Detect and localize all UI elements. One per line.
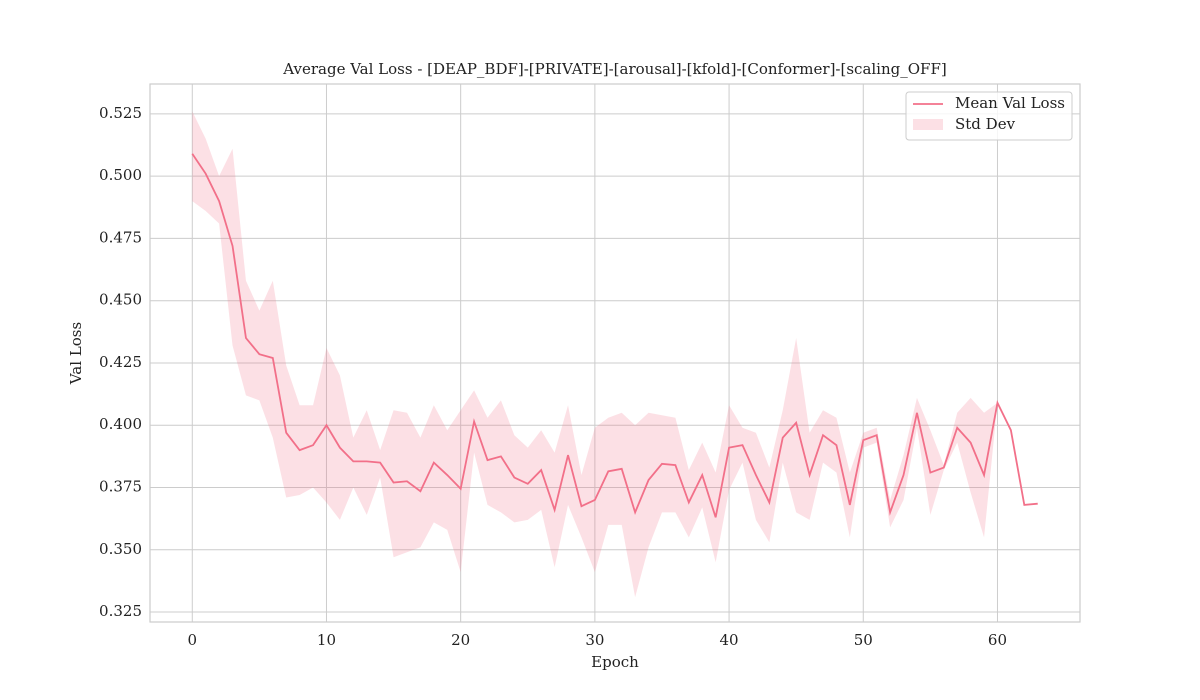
- chart-title: Average Val Loss - [DEAP_BDF]-[PRIVATE]-…: [282, 60, 946, 78]
- x-tick-label: 60: [988, 631, 1007, 649]
- line: [191, 153, 1038, 518]
- x-tick-label: 50: [854, 631, 873, 649]
- x-tick-label: 10: [317, 631, 336, 649]
- y-tick-label: 0.400: [99, 415, 142, 433]
- x-tick-label: 0: [187, 631, 197, 649]
- y-tick-label: 0.500: [99, 166, 142, 184]
- x-axis-label: Epoch: [591, 653, 639, 671]
- x-tick-label: 30: [585, 631, 604, 649]
- y-tick-label: 0.525: [99, 104, 142, 122]
- y-tick-label: 0.350: [99, 540, 142, 558]
- y-axis-label: Val Loss: [67, 322, 85, 385]
- y-tick-label: 0.450: [99, 291, 142, 309]
- y-tick-label: 0.375: [99, 478, 142, 496]
- legend-swatch: [913, 119, 943, 130]
- legend-label: Mean Val Loss: [955, 94, 1065, 112]
- x-tick-label: 40: [720, 631, 739, 649]
- legend-box: [905, 91, 1073, 141]
- y-tick-label: 0.425: [99, 353, 142, 371]
- plot-frame: [149, 83, 1081, 623]
- x-tick-label: 20: [451, 631, 470, 649]
- std-band: [192, 111, 998, 598]
- y-tick-label: 0.325: [99, 602, 142, 620]
- legend-label: Std Dev: [955, 115, 1016, 133]
- y-tick-label: 0.475: [99, 228, 142, 246]
